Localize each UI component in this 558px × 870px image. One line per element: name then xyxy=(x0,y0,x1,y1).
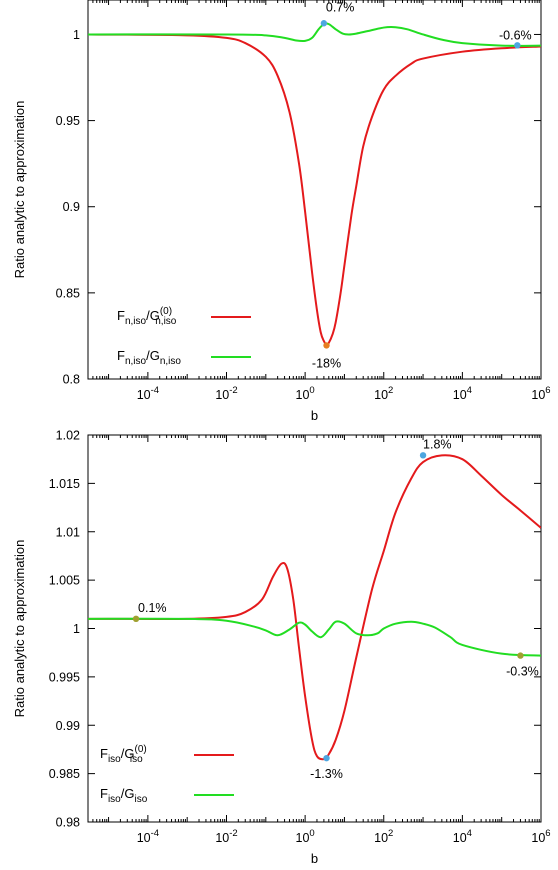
x-axis-label: b xyxy=(311,851,318,866)
x-tick-label: 106 xyxy=(531,385,550,402)
x-tick-label: 104 xyxy=(453,385,472,402)
y-tick-label: 0.85 xyxy=(56,286,80,300)
x-tick-label: 100 xyxy=(296,828,315,845)
x-tick-label: 10-2 xyxy=(215,385,237,402)
top-chart: 10-4 10-2 100 102 104 106 0.8 0.85 0.9 0.95 1 b Rati… xyxy=(12,0,551,423)
extremum-label: -0.6% xyxy=(499,28,532,42)
legend-entry-1: Fiso/G(0) iso xyxy=(100,744,234,765)
x-tick-label: 10-4 xyxy=(137,385,159,402)
y-tick-label: 0.8 xyxy=(63,373,80,387)
extremum-marker xyxy=(514,42,521,49)
y-tick-label: 1.02 xyxy=(56,429,80,443)
x-axis-label: b xyxy=(311,408,318,423)
x-tick-label: 10-4 xyxy=(137,828,159,845)
series-line-2 xyxy=(88,22,541,47)
x-tick-label: 10-2 xyxy=(215,828,237,845)
y-axis-label: Ratio analytic to approximation xyxy=(12,540,27,718)
x-tick-label: 106 xyxy=(531,828,550,845)
y-tick-label: 0.995 xyxy=(49,670,80,684)
extremum-label: -18% xyxy=(312,356,341,370)
legend-label: Fn,iso/G(0) n,iso xyxy=(117,306,177,327)
series-line-2 xyxy=(88,617,541,657)
extremum-marker xyxy=(323,754,330,762)
x-tick-label: 104 xyxy=(453,828,472,845)
y-tick-label: 1.015 xyxy=(49,477,80,491)
legend-entry-2: Fiso/Giso xyxy=(100,786,234,805)
extremum-label: 0.7% xyxy=(326,0,355,14)
plot-frame xyxy=(87,0,542,380)
legend-label: Fn,iso/Gn,iso xyxy=(117,348,181,367)
extremum-marker xyxy=(323,342,330,349)
extremum-label: -1.3% xyxy=(310,767,343,781)
x-tick-label: 100 xyxy=(296,385,315,402)
legend-label: Fiso/Giso xyxy=(100,786,148,805)
y-tick-label: 1 xyxy=(73,622,80,636)
extremum-marker xyxy=(320,20,328,27)
y-tick-label: 0.985 xyxy=(49,767,80,781)
extremum-label: 0.1% xyxy=(138,601,167,615)
y-tick-label: 0.99 xyxy=(56,719,80,733)
bottom-chart: 10-4 10-2 100 102 104 106 0.98 0.985 0.99 0.995 1 1… xyxy=(12,429,551,867)
extremum-marker xyxy=(419,452,427,459)
legend-entry-1: Fn,iso/G(0) n,iso xyxy=(117,306,251,327)
plot-frame xyxy=(87,434,542,823)
y-tick-label: 1 xyxy=(73,28,80,42)
legend-label: Fiso/G(0) iso xyxy=(100,744,147,765)
y-tick-label: 1.005 xyxy=(49,574,80,588)
y-axis-label: Ratio analytic to approximation xyxy=(12,101,27,279)
y-tick-label: 0.98 xyxy=(56,816,80,830)
y-tick-label: 1.01 xyxy=(56,525,80,539)
legend-entry-2: Fn,iso/Gn,iso xyxy=(117,348,251,367)
y-tick-label: 0.9 xyxy=(63,200,80,214)
extremum-marker xyxy=(132,615,140,623)
x-tick-label: 102 xyxy=(374,385,393,402)
series-line-1 xyxy=(88,33,541,346)
extremum-label: -0.3% xyxy=(506,665,539,679)
y-tick-label: 0.95 xyxy=(56,114,80,128)
x-tick-label: 102 xyxy=(374,828,393,845)
extremum-label: 1.8% xyxy=(423,437,452,451)
series-line-1 xyxy=(88,454,541,761)
extremum-marker xyxy=(517,652,524,659)
